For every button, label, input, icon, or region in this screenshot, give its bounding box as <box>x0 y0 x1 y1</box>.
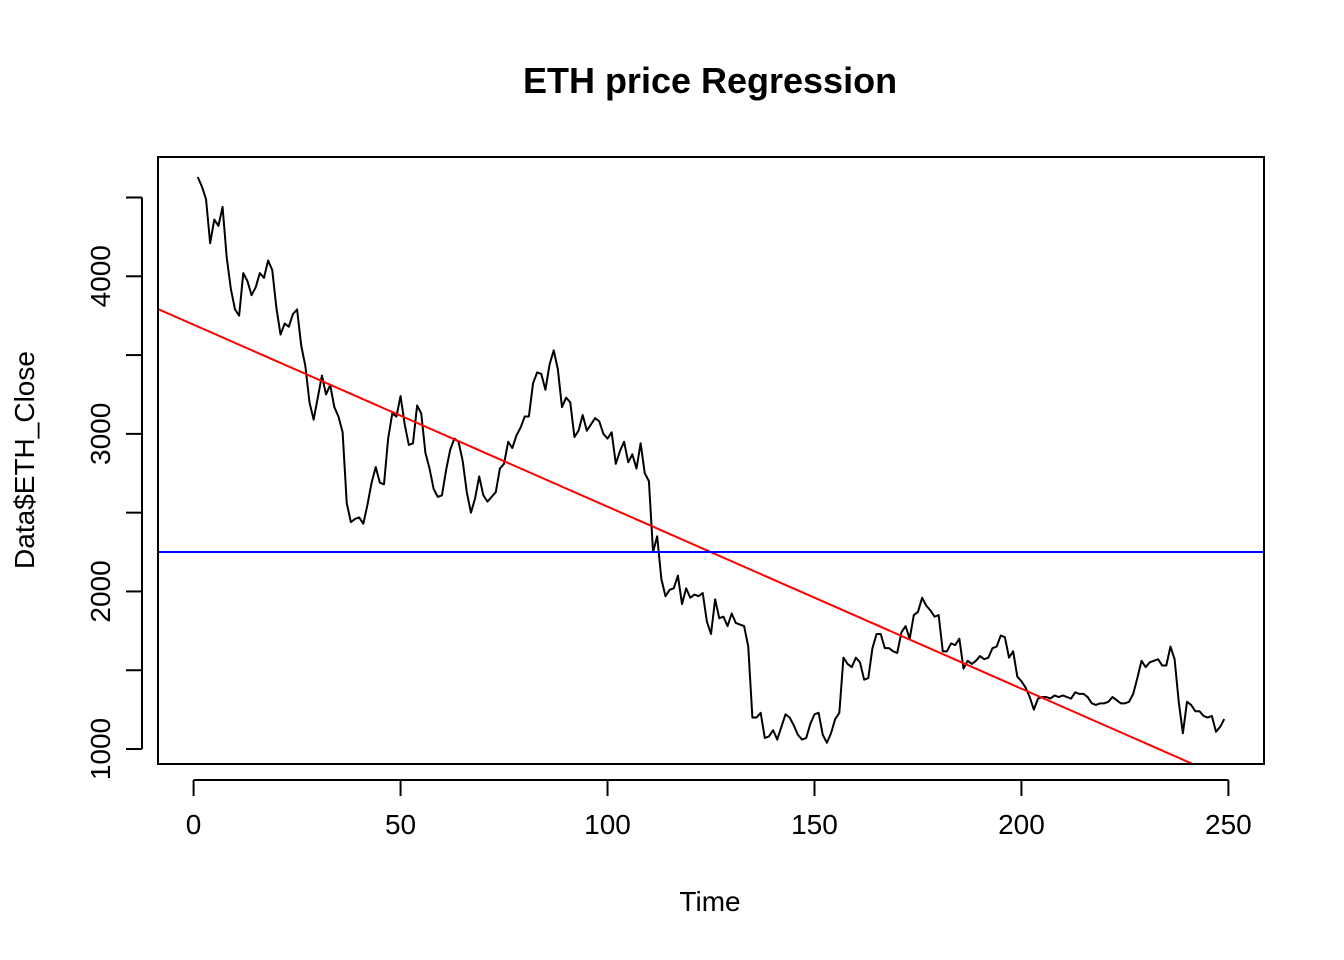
x-axis-label: Time <box>679 886 740 917</box>
y-axis: 1000 2000 3000 4000 <box>85 196 143 780</box>
y-axis-label: Data$ETH_Close <box>9 351 40 569</box>
x-tick-label: 0 <box>186 809 202 840</box>
x-tick-label: 200 <box>998 809 1045 840</box>
x-tick-label: 100 <box>584 809 631 840</box>
price-line <box>196 176 1226 744</box>
y-tick-label: 2000 <box>85 560 116 622</box>
x-tick-label: 250 <box>1205 809 1252 840</box>
y-tick-label: 3000 <box>85 403 116 465</box>
series-layer <box>158 176 1264 764</box>
y-tick-label: 1000 <box>85 718 116 780</box>
y-tick-label: 4000 <box>85 245 116 307</box>
plot-frame <box>157 156 1265 765</box>
chart-title: ETH price Regression <box>523 60 897 101</box>
x-axis: 0 50 100 150 200 250 <box>186 779 1252 840</box>
x-tick-label: 150 <box>791 809 838 840</box>
x-tick-label: 50 <box>385 809 416 840</box>
